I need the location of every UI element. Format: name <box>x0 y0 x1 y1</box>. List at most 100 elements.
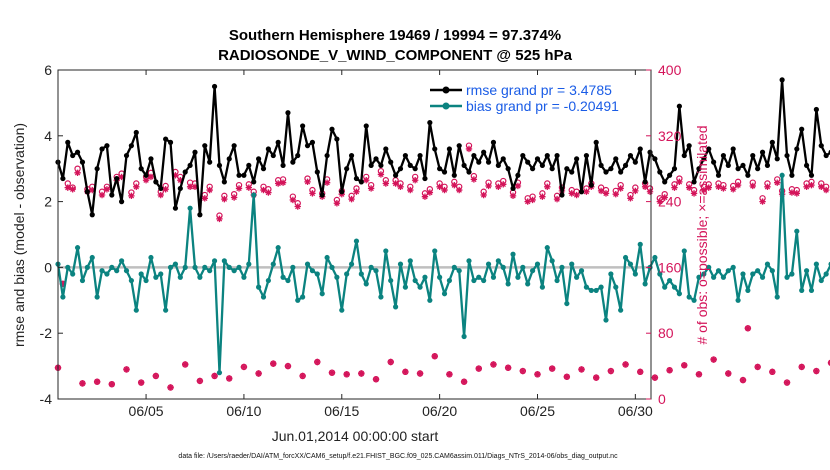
bias-point <box>598 284 604 290</box>
obs-assimilated-point <box>328 369 336 376</box>
bias-point <box>740 271 746 277</box>
bias-point <box>471 277 477 284</box>
rmse-point <box>133 129 139 136</box>
rmse-point <box>79 159 86 165</box>
rmse-point <box>505 166 511 172</box>
bias-point <box>774 294 780 300</box>
rmse-point <box>319 192 325 198</box>
rmse-point <box>314 169 320 175</box>
rmse-point <box>647 149 653 155</box>
bias-point <box>622 254 629 261</box>
obs-assimilated-point <box>358 370 365 377</box>
obs-assimilated-point <box>651 374 659 381</box>
rmse-point <box>466 169 472 175</box>
obs-assimilated-point <box>617 185 624 192</box>
y-axis-left-label: rmse and bias (model - observation) <box>11 123 27 347</box>
bias-point <box>544 245 550 251</box>
bias-point <box>329 264 335 270</box>
rmse-point <box>275 139 281 145</box>
rmse-point <box>251 179 257 185</box>
bias-point <box>344 271 350 277</box>
rmse-point <box>774 156 780 162</box>
bias-point <box>525 281 531 287</box>
obs-assimilated-point <box>769 368 776 376</box>
rmse-point <box>740 162 746 169</box>
bias-point <box>554 277 560 284</box>
rmse-point <box>373 156 379 162</box>
bias-point <box>784 274 790 280</box>
bias-point <box>334 274 340 280</box>
obs-assimilated-point <box>749 182 756 190</box>
bias-point <box>696 274 702 280</box>
obs-assimilated-point <box>690 190 698 197</box>
rmse-point <box>143 172 149 178</box>
bias-point <box>823 271 829 277</box>
bias-point <box>686 294 692 300</box>
rmse-point <box>329 126 335 132</box>
obs-assimilated-point <box>284 362 292 370</box>
rmse-point <box>686 143 692 149</box>
rmse-point <box>510 185 516 192</box>
y-axis-right-label: # of obs: o=possible; ×=assimilated <box>694 125 710 344</box>
obs-assimilated-point <box>568 190 575 197</box>
rmse-point <box>84 189 90 195</box>
bias-point <box>764 261 771 267</box>
bias-point <box>500 264 506 270</box>
obs-assimilated-point <box>255 370 262 377</box>
obs-assimilated-point <box>333 200 341 207</box>
rmse-point <box>256 156 262 162</box>
bias-point <box>715 268 722 274</box>
rmse-point <box>691 179 697 185</box>
rmse-point <box>823 152 829 159</box>
obs-assimilated-point <box>397 183 404 190</box>
rmse-point <box>549 166 555 172</box>
rmse-point <box>534 156 541 162</box>
rmse-point <box>808 172 815 178</box>
obs-assimilated-point <box>822 186 830 194</box>
obs-assimilated-point <box>666 367 673 374</box>
bias-point <box>505 281 511 287</box>
bias-point <box>388 277 394 284</box>
bias-point <box>603 317 609 323</box>
y-left-tick-label: 6 <box>44 62 52 78</box>
rmse-point <box>456 143 462 149</box>
rmse-point <box>437 166 443 172</box>
rmse-point <box>407 162 413 169</box>
y-right-tick-label: 0 <box>658 391 666 407</box>
obs-assimilated-point <box>152 372 160 380</box>
rmse-point <box>65 139 71 145</box>
x-tick-label: 06/20 <box>422 403 457 419</box>
obs-assimilated-point <box>583 188 590 195</box>
obs-assimilated-point <box>456 186 463 194</box>
rmse-point <box>182 169 188 175</box>
rmse-point <box>485 159 492 165</box>
rmse-point <box>583 152 590 159</box>
rmse-point <box>554 152 560 159</box>
rmse-point <box>676 103 682 109</box>
bias-point <box>485 261 492 267</box>
rmse-point <box>481 149 487 155</box>
bias-point <box>799 287 805 294</box>
bias-point <box>89 254 95 261</box>
obs-assimilated-point <box>245 184 253 191</box>
bias-point <box>583 284 590 290</box>
obs-assimilated-point <box>539 193 546 200</box>
obs-assimilated-point <box>387 358 394 366</box>
obs-assimilated-point <box>235 185 243 192</box>
bias-point <box>309 268 316 274</box>
obs-assimilated-point <box>534 371 541 378</box>
bias-point <box>691 297 697 303</box>
obs-assimilated-point <box>123 366 130 373</box>
rmse-point <box>158 185 164 192</box>
y-right-tick-label: 160 <box>658 259 682 275</box>
obs-assimilated-point <box>274 180 282 187</box>
obs-assimilated-point <box>700 186 708 194</box>
bias-point <box>549 258 555 264</box>
rmse-point <box>70 152 76 159</box>
obs-assimilated-point <box>813 367 820 375</box>
rmse-point <box>246 162 252 169</box>
obs-assimilated-point <box>627 195 634 202</box>
rmse-point <box>334 136 340 142</box>
obs-assimilated-point <box>710 356 717 363</box>
rmse-point <box>784 152 790 159</box>
